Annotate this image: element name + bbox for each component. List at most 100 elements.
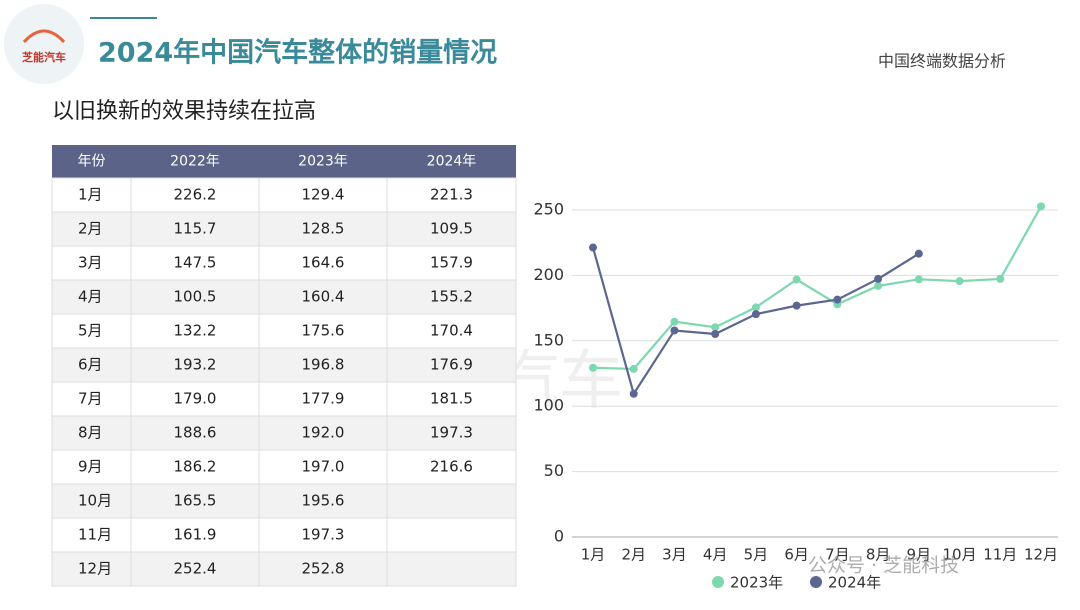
cell: 8月 <box>78 424 103 442</box>
x-tick-label: 12月 <box>1024 546 1058 564</box>
table-row <box>51 517 517 553</box>
cell: 160.4 <box>302 288 345 306</box>
cell: 165.5 <box>174 492 217 510</box>
y-tick-label: 250 <box>533 200 564 219</box>
table-row <box>51 551 517 587</box>
cell: 181.5 <box>430 390 473 408</box>
table-row <box>51 279 517 315</box>
cell: 197.0 <box>302 458 345 476</box>
x-tick-label: 8月 <box>866 546 891 564</box>
cell: 132.2 <box>174 322 217 340</box>
cell: 157.9 <box>430 254 473 272</box>
source: 中国终端数据分析 <box>878 52 1006 71</box>
cell: 4月 <box>78 288 103 306</box>
cell: 226.2 <box>174 186 217 204</box>
cell: 147.5 <box>174 254 217 272</box>
table-header <box>52 145 516 178</box>
x-tick-label: 7月 <box>825 546 850 564</box>
data-point <box>874 281 883 290</box>
cell: 170.4 <box>430 322 473 340</box>
cell: 197.3 <box>430 424 473 442</box>
subtitle: 以旧换新的效果持续在拉高 <box>52 99 316 124</box>
cell: 5月 <box>78 322 103 340</box>
x-tick-label: 4月 <box>703 546 728 564</box>
table-row <box>51 483 517 519</box>
cell: 161.9 <box>174 526 217 544</box>
table: 年份 2022年 2023年 2024年 1月 226.2 129.4 221.3 2月 115.… <box>51 145 517 587</box>
column-header: 年份 <box>78 154 106 170</box>
cell: 186.2 <box>174 458 217 476</box>
data-point <box>589 243 597 252</box>
cell: 128.5 <box>302 220 345 238</box>
data-point <box>711 329 720 338</box>
x-tick-label: 11月 <box>983 546 1017 564</box>
legend-marker <box>810 576 822 588</box>
y-tick-label: 50 <box>544 461 564 480</box>
column-header: 2023年 <box>298 154 348 170</box>
table-row <box>51 211 517 247</box>
cell: 179.0 <box>174 390 217 408</box>
data-point <box>629 364 638 373</box>
x-tick-label: 6月 <box>784 546 809 564</box>
data-point <box>914 249 923 258</box>
cell: 155.2 <box>430 288 473 306</box>
cell: 177.9 <box>302 390 345 408</box>
cell: 197.3 <box>302 526 345 544</box>
x-tick-label: 9月 <box>907 546 932 564</box>
data-point <box>751 303 760 312</box>
cell: 195.6 <box>302 492 345 510</box>
data-point <box>670 317 679 326</box>
cell: 188.6 <box>174 424 217 442</box>
cell: 175.6 <box>302 322 345 340</box>
cell: 3月 <box>78 254 103 272</box>
data-point <box>996 274 1005 283</box>
x-tick-label: 3月 <box>662 546 687 564</box>
y-tick-label: 200 <box>533 265 564 284</box>
cell: 252.4 <box>174 560 217 578</box>
data-point <box>589 363 597 372</box>
column-header: 2022年 <box>170 154 220 170</box>
logo-text: 芝能汽车 <box>22 50 66 64</box>
cell: 100.5 <box>174 288 217 306</box>
logo-badge <box>4 4 84 84</box>
cell: 109.5 <box>430 220 473 238</box>
data-point <box>670 326 679 335</box>
table-row <box>51 245 517 281</box>
legend-marker <box>712 576 724 588</box>
data-point <box>751 310 760 319</box>
cell: 216.6 <box>430 458 473 476</box>
cell: 252.8 <box>302 560 345 578</box>
cell: 10月 <box>78 492 112 510</box>
data-point <box>792 275 801 284</box>
logo-icon <box>22 29 66 44</box>
cell: 2月 <box>78 220 103 238</box>
cell: 164.6 <box>302 254 345 272</box>
cell: 6月 <box>78 356 103 374</box>
cell: 221.3 <box>430 186 473 204</box>
cell: 192.0 <box>302 424 345 442</box>
series-line <box>591 247 920 397</box>
table-row <box>51 415 517 451</box>
series-line <box>592 205 1042 371</box>
cell: 129.4 <box>302 186 345 204</box>
cell: 11月 <box>78 526 112 544</box>
cell: 12月 <box>78 560 112 578</box>
data-point <box>833 295 842 304</box>
data-point <box>711 323 720 332</box>
data-point <box>629 389 638 398</box>
data-point <box>1037 202 1045 211</box>
cell: 176.9 <box>430 356 473 374</box>
table-row <box>51 177 517 213</box>
x-tick-label: 1月 <box>581 546 606 564</box>
y-tick-label: 100 <box>533 396 564 415</box>
y-tick-label: 150 <box>533 330 564 349</box>
cell: 193.2 <box>174 356 217 374</box>
data-point <box>792 301 801 310</box>
column-header: 2024年 <box>427 154 477 170</box>
x-tick-label: 2月 <box>621 546 646 564</box>
table-row <box>51 347 517 383</box>
data-point <box>955 277 964 286</box>
cell: 196.8 <box>302 356 345 374</box>
cell: 1月 <box>78 186 103 204</box>
